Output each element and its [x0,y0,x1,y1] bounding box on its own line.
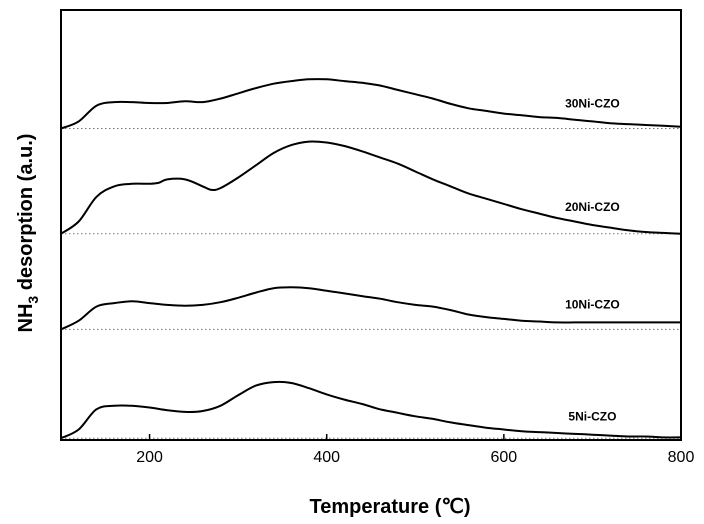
y-axis-title-main: NH [15,304,37,333]
series-label: 30Ni-CZO [565,96,620,110]
series-line-10ni-czo [60,286,681,331]
y-axis-title-rest: desorption (a.u.) [15,134,37,296]
series-line-5ni-czo [60,380,682,440]
series-label: 5Ni-CZO [568,410,616,424]
x-axis-title: Temperature (℃) [309,496,470,518]
series-label: 10Ni-CZO [565,297,620,311]
series-label: 20Ni-CZO [565,200,620,214]
x-tick-label: 800 [668,449,695,466]
x-tick-label: 600 [491,449,518,466]
plot-frame [60,9,682,441]
y-axis-title-subscript: 3 [25,296,41,304]
y-axis-title: NH3 desorption (a.u.) [15,134,41,333]
series-line-30ni-czo [60,78,682,130]
series-line-20ni-czo [60,140,682,235]
x-tick-label: 400 [313,449,340,466]
x-tick-label: 200 [136,449,163,466]
